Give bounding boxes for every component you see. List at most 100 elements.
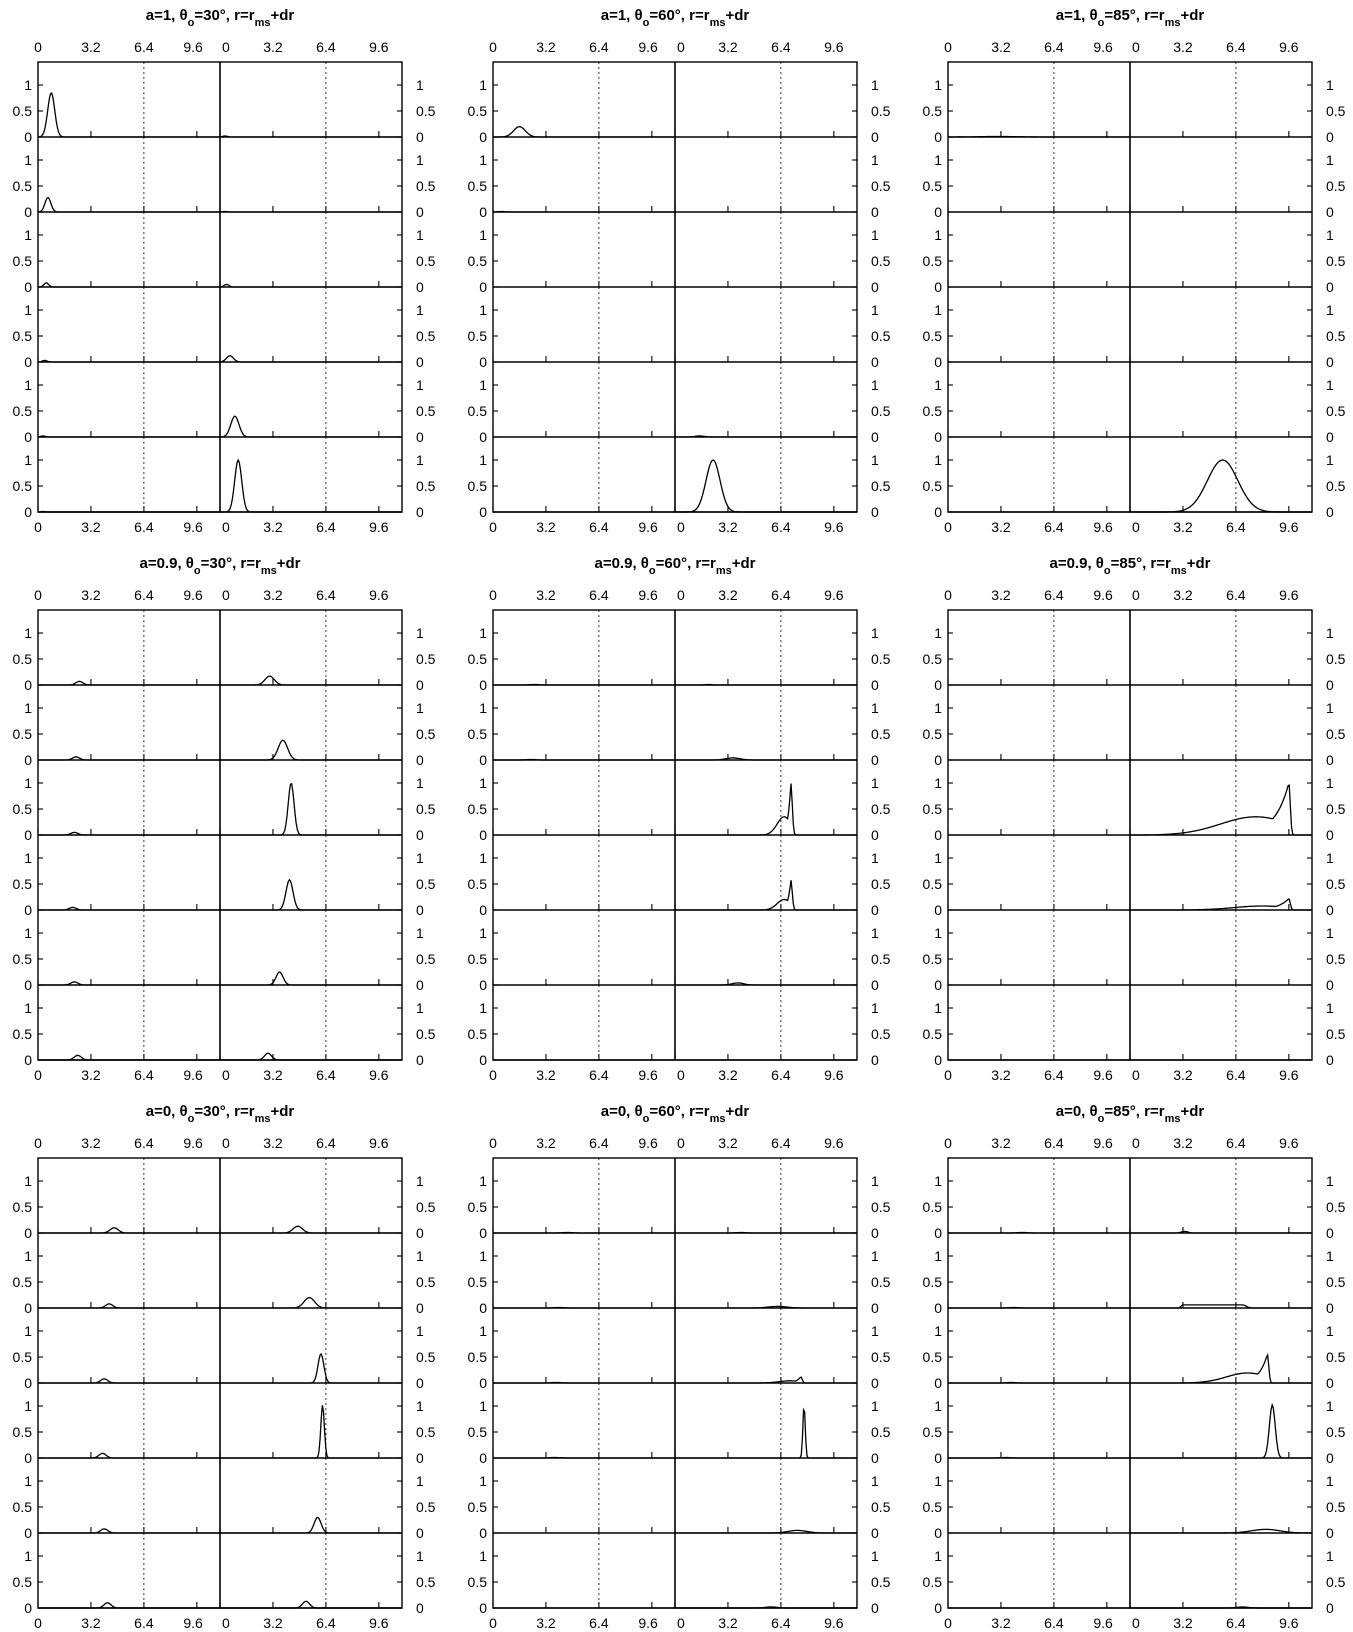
y-tick-label-right: 1 (871, 227, 879, 243)
y-tick-label-right: 0.5 (416, 801, 436, 817)
y-tick-label-right: 0 (416, 1600, 424, 1616)
x-tick-label-bottom: 0 (944, 1615, 952, 1631)
y-tick-label-left: 0.5 (923, 1274, 943, 1290)
profile-curve (1130, 1304, 1312, 1309)
y-tick-label-right: 1 (871, 452, 879, 468)
y-tick-label-left: 1 (479, 1248, 487, 1264)
y-tick-label-left: 0 (24, 1052, 32, 1068)
y-tick-label-right: 1 (871, 1248, 879, 1264)
y-tick-label-right: 1 (416, 1548, 424, 1564)
title-subscript: o (1098, 1113, 1105, 1125)
y-tick-label-left: 1 (934, 152, 942, 168)
profile-curve (220, 971, 402, 986)
x-tick-label-top: 3.2 (718, 587, 738, 603)
x-tick-label-top: 3.2 (991, 587, 1011, 603)
y-tick-label-left: 1 (479, 452, 487, 468)
x-tick-label-bottom: 6.4 (1044, 519, 1064, 535)
x-tick-label-bottom: 9.6 (369, 1067, 389, 1083)
x-tick-label-bottom: 6.4 (134, 1067, 154, 1083)
y-tick-label-left: 0 (479, 1225, 487, 1241)
x-tick-label-top: 9.6 (183, 587, 203, 603)
panel-8: a=0, θo=85°, r=rms+dr003.23.26.46.49.69.… (923, 1103, 1346, 1631)
x-tick-label-bottom: 9.6 (1093, 519, 1113, 535)
title-text: a=0.9, θ (594, 555, 648, 572)
title-subscript: ms (710, 17, 726, 29)
x-tick-label-top: 6.4 (1226, 1135, 1246, 1151)
y-tick-label-right: 0 (416, 1225, 424, 1241)
y-tick-label-right: 1 (1326, 1248, 1334, 1264)
y-tick-label-right: 0 (871, 1375, 879, 1391)
y-tick-label-left: 0.5 (468, 801, 488, 817)
y-tick-label-right: 0.5 (416, 951, 436, 967)
profile-curve (493, 1381, 675, 1384)
y-tick-label-right: 0.5 (1326, 876, 1346, 892)
y-tick-label-right: 1 (1326, 700, 1334, 716)
y-tick-label-right: 0.5 (871, 178, 891, 194)
y-tick-label-left: 0.5 (923, 103, 943, 119)
y-tick-label-right: 1 (871, 625, 879, 641)
y-tick-label-right: 0 (1326, 1052, 1334, 1068)
y-tick-label-left: 0 (479, 279, 487, 295)
x-tick-label-top: 9.6 (183, 39, 203, 55)
y-tick-label-right: 1 (1326, 1473, 1334, 1489)
x-tick-label-top: 0 (34, 1135, 42, 1151)
profile-curve (675, 1407, 857, 1459)
y-tick-label-right: 1 (1326, 850, 1334, 866)
x-tick-label-bottom: 9.6 (1093, 1615, 1113, 1631)
y-tick-label-right: 0.5 (416, 1499, 436, 1515)
title-subscript: o (643, 17, 650, 29)
y-tick-label-left: 0.5 (468, 1499, 488, 1515)
y-tick-label-left: 0 (24, 504, 32, 520)
y-tick-label-left: 1 (24, 1323, 32, 1339)
y-tick-label-right: 0 (871, 1450, 879, 1466)
y-tick-label-right: 1 (416, 1000, 424, 1016)
y-tick-label-right: 0 (416, 977, 424, 993)
y-tick-label-left: 0 (479, 504, 487, 520)
y-tick-label-right: 1 (1326, 227, 1334, 243)
y-tick-label-right: 0.5 (1326, 1026, 1346, 1042)
y-tick-label-left: 1 (934, 77, 942, 93)
x-tick-label-bottom: 3.2 (1173, 1615, 1193, 1631)
y-tick-label-right: 0.5 (871, 328, 891, 344)
profile-curve (1130, 1402, 1312, 1459)
y-tick-label-left: 1 (479, 1000, 487, 1016)
x-tick-label-top: 0 (222, 39, 230, 55)
y-tick-label-right: 1 (871, 1398, 879, 1414)
x-tick-label-bottom: 6.4 (771, 1615, 791, 1631)
x-tick-label-bottom: 9.6 (1093, 1067, 1113, 1083)
y-tick-label-right: 1 (1326, 77, 1334, 93)
y-tick-label-left: 0 (24, 1375, 32, 1391)
y-tick-label-right: 0.5 (871, 1499, 891, 1515)
y-tick-label-right: 0 (1326, 1525, 1334, 1541)
y-tick-label-right: 0 (871, 429, 879, 445)
profile-curve (220, 1352, 402, 1384)
profile-curve (675, 783, 857, 836)
y-tick-label-right: 1 (416, 1173, 424, 1189)
title-subscript: o (643, 1113, 650, 1125)
y-tick-label-left: 1 (24, 77, 32, 93)
y-tick-label-right: 1 (416, 152, 424, 168)
profile-curve (493, 758, 675, 761)
x-tick-label-top: 0 (489, 39, 497, 55)
y-tick-label-right: 0.5 (416, 651, 436, 667)
x-tick-label-top: 9.6 (824, 1135, 844, 1151)
y-tick-label-right: 0 (871, 504, 879, 520)
x-tick-label-bottom: 0 (1132, 1067, 1140, 1083)
y-tick-label-left: 0.5 (468, 1349, 488, 1365)
y-tick-label-right: 1 (871, 775, 879, 791)
x-tick-label-bottom: 9.6 (183, 1067, 203, 1083)
y-tick-label-left: 0.5 (923, 1499, 943, 1515)
y-tick-label-right: 0.5 (871, 103, 891, 119)
y-tick-label-left: 1 (24, 302, 32, 318)
y-tick-label-right: 0 (1326, 752, 1334, 768)
title-subscript: ms (716, 565, 732, 577)
title-text: +dr (1180, 7, 1204, 24)
y-tick-label-right: 0 (416, 1052, 424, 1068)
x-tick-label-bottom: 9.6 (638, 1067, 658, 1083)
y-tick-label-right: 0 (1326, 129, 1334, 145)
y-tick-label-right: 0.5 (871, 1574, 891, 1590)
y-tick-label-left: 0 (479, 677, 487, 693)
profile-curve (1130, 898, 1312, 911)
y-tick-label-right: 1 (416, 1323, 424, 1339)
